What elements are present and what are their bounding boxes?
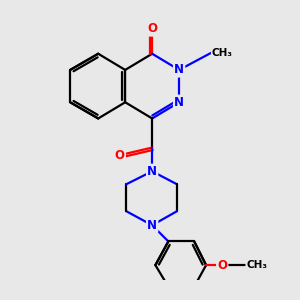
Text: CH₃: CH₃ (246, 260, 267, 270)
Text: N: N (147, 219, 157, 232)
Text: O: O (217, 259, 227, 272)
Text: N: N (147, 165, 157, 178)
Text: CH₃: CH₃ (212, 48, 233, 58)
Text: O: O (115, 148, 125, 162)
Text: N: N (174, 63, 184, 76)
Text: O: O (147, 22, 157, 35)
Text: N: N (174, 96, 184, 109)
